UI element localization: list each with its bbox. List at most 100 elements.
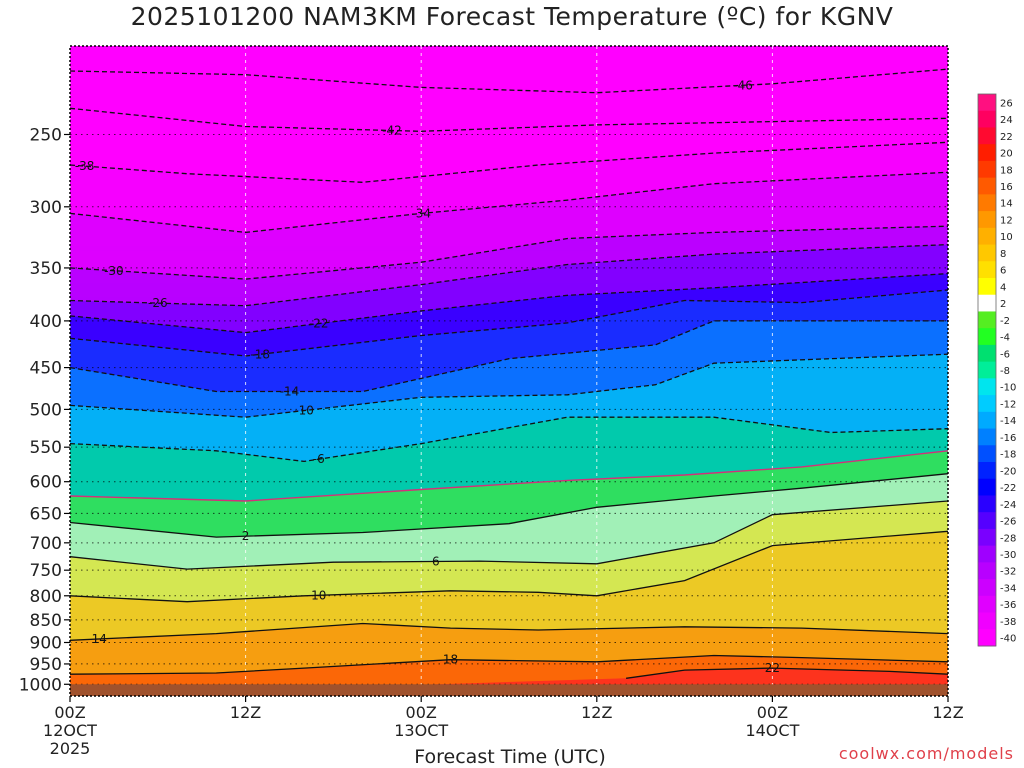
y-tick-label: 950 xyxy=(30,655,62,675)
colorbar-label: -30 xyxy=(1000,550,1016,561)
x-tick-label: 12OCT xyxy=(43,721,97,740)
y-tick-label: 650 xyxy=(30,504,62,524)
y-tick-label: 700 xyxy=(30,534,62,554)
colorbar-swatch xyxy=(978,395,996,413)
x-axis-label: Forecast Time (UTC) xyxy=(414,746,606,768)
x-tick-label: 14OCT xyxy=(745,721,799,740)
isotherm-fills xyxy=(70,69,948,696)
colorbar-label: -26 xyxy=(1000,517,1016,528)
isotherm-line xyxy=(70,500,948,570)
isotherm-label: -10 xyxy=(294,404,314,418)
colorbar-label: 6 xyxy=(1000,266,1006,277)
y-tick-label: 800 xyxy=(30,587,62,607)
colorbar-label: -12 xyxy=(1000,399,1016,410)
colorbar-swatch xyxy=(978,512,996,530)
colorbar-swatch xyxy=(978,177,996,195)
colorbar-label: 20 xyxy=(1000,149,1013,160)
colorbar-label: -8 xyxy=(1000,366,1010,377)
field-band xyxy=(70,55,948,61)
colorbar-label: -4 xyxy=(1000,333,1010,344)
x-tick-label: 00Z xyxy=(406,703,437,722)
isotherm-line xyxy=(70,450,948,502)
colorbar-swatch xyxy=(978,562,996,580)
colorbar-label: 2 xyxy=(1000,299,1006,310)
isotherm-line xyxy=(70,141,948,183)
colorbar-label: -28 xyxy=(1000,533,1016,544)
colorbar-swatch xyxy=(978,328,996,346)
colorbar-swatch xyxy=(978,428,996,446)
y-tick-label: 450 xyxy=(30,359,62,379)
x-tick-label: 00Z xyxy=(757,703,788,722)
colorbar-label: -18 xyxy=(1000,450,1016,461)
isotherm-line xyxy=(70,622,948,641)
field-band xyxy=(70,69,948,75)
y-tick-label: 1000 xyxy=(19,675,62,695)
watermark: coolwx.com/models xyxy=(838,744,1014,763)
ground xyxy=(70,684,948,696)
colorbar-swatch xyxy=(978,528,996,547)
x-tick-label: 00Z xyxy=(54,703,85,722)
colorbar-swatch xyxy=(978,495,996,513)
colorbar-swatch xyxy=(978,261,996,279)
isotherm-line xyxy=(70,530,948,603)
colorbar-label: -16 xyxy=(1000,433,1016,444)
field-band xyxy=(70,64,948,70)
colorbar-swatch xyxy=(978,194,996,212)
isotherm-line xyxy=(70,353,948,418)
y-axis: 2503003504004505005506006507007508008509… xyxy=(19,125,70,695)
colorbar-label: 24 xyxy=(1000,115,1013,126)
isotherm-line xyxy=(70,416,948,463)
colorbar-label: -36 xyxy=(1000,600,1016,611)
x-tick-label: 12Z xyxy=(932,703,963,722)
isotherm-label: 14 xyxy=(92,632,107,646)
colorbar-label: -20 xyxy=(1000,466,1016,477)
y-tick-label: 600 xyxy=(30,473,62,493)
y-tick-label: 850 xyxy=(30,611,62,631)
isotherm-line xyxy=(70,473,948,538)
colorbar-label: 22 xyxy=(1000,132,1013,143)
isotherm-line xyxy=(626,667,948,679)
colorbar-swatch xyxy=(978,144,996,162)
y-tick-label: 350 xyxy=(30,259,62,279)
colorbar-swatch xyxy=(978,311,996,329)
colorbar: 26 24 22 20 18 16 14 12 10 8 6 4 2 -2 -4 -6 -8 -10 -12 -14 -… xyxy=(977,93,1016,647)
colorbar-swatch xyxy=(978,227,996,246)
isotherm-label: -30 xyxy=(104,264,124,278)
field-band xyxy=(70,59,948,66)
field-band xyxy=(70,83,948,89)
isotherm-line xyxy=(70,289,948,357)
colorbar-label: 10 xyxy=(1000,232,1013,243)
colorbar-swatch xyxy=(978,278,996,296)
colorbar-label: 18 xyxy=(1000,165,1013,176)
isotherm-label: -42 xyxy=(382,124,402,138)
colorbar-label: -32 xyxy=(1000,567,1016,578)
colorbar-swatch xyxy=(978,110,996,128)
x-tick-label: 12Z xyxy=(230,703,261,722)
colorbar-label: -34 xyxy=(1000,583,1016,594)
colorbar-label: 16 xyxy=(1000,182,1013,193)
colorbar-swatch xyxy=(978,294,996,312)
colorbar-label: 14 xyxy=(1000,199,1013,210)
colorbar-swatch xyxy=(978,244,996,262)
colorbar-label: 4 xyxy=(1000,282,1006,293)
isotherm-label: -38 xyxy=(75,159,95,173)
isotherm-line xyxy=(70,107,948,132)
isotherm-label: -14 xyxy=(280,385,300,399)
isotherm-line xyxy=(70,225,948,280)
colorbar-frame xyxy=(977,93,997,647)
isotherm-line xyxy=(70,654,948,675)
colorbar-label: -14 xyxy=(1000,416,1016,427)
colorbar-label: -40 xyxy=(1000,634,1016,645)
chart-title: 2025101200 NAM3KM Forecast Temperature (… xyxy=(130,2,894,31)
colorbar-swatch xyxy=(978,545,996,563)
colorbar-swatch xyxy=(978,595,996,614)
isotherm-label: -34 xyxy=(411,206,431,220)
x-tick-label: 2025 xyxy=(50,739,91,758)
colorbar-swatch xyxy=(978,411,996,430)
colorbar-swatch xyxy=(978,378,996,396)
colorbar-label: -38 xyxy=(1000,617,1016,628)
colorbar-swatch xyxy=(978,211,996,229)
field-band xyxy=(70,46,948,52)
